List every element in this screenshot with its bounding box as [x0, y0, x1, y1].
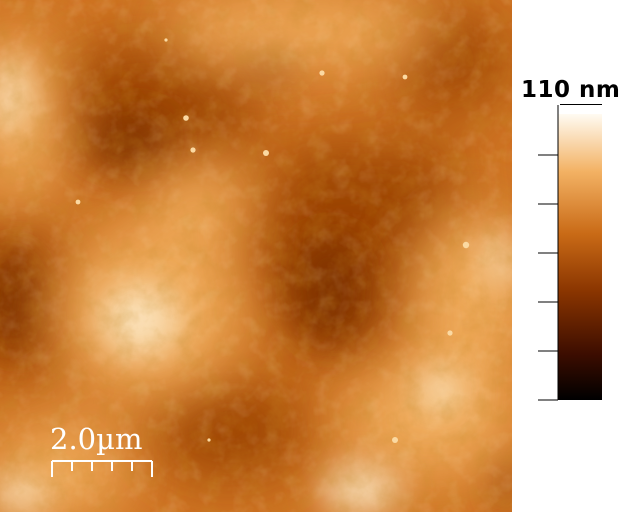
colorbar-gradient [558, 114, 602, 400]
scalebar-marks [51, 460, 153, 477]
scalebar-label: 2.0µm [50, 422, 143, 456]
colorbar-max-label: 110 nm [521, 77, 621, 103]
colorbar-ticks [538, 154, 558, 401]
surface-particles [75, 38, 470, 443]
colorbar-top-rule [560, 104, 602, 105]
height-colorbar [538, 105, 602, 401]
scalebar [51, 460, 153, 477]
afm-height-image [0, 0, 512, 512]
surface-texture-light [0, 0, 512, 512]
